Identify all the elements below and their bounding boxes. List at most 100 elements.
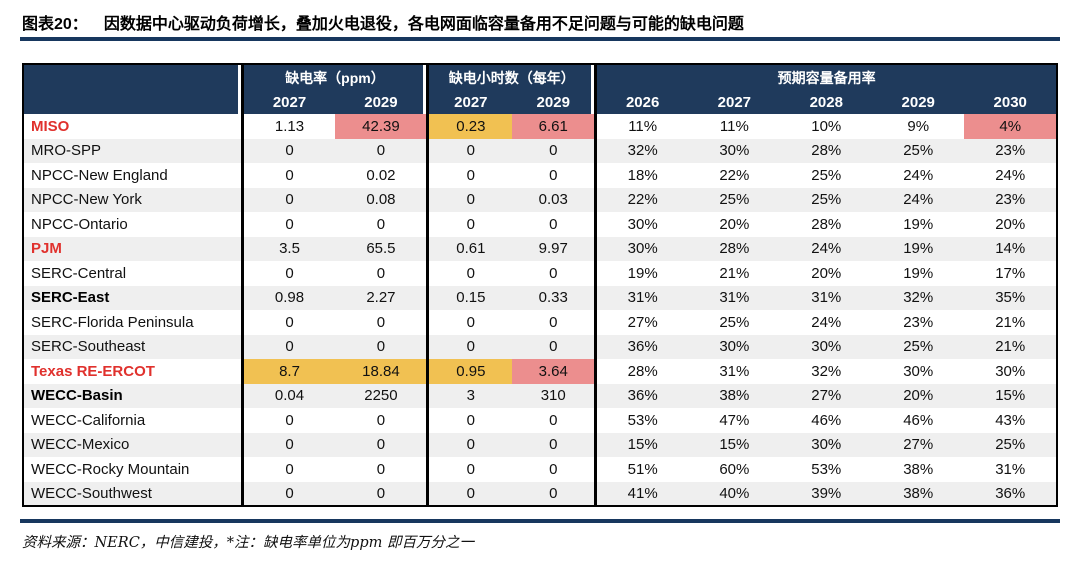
- value-cell: 0: [335, 261, 428, 286]
- value-cell: 31%: [594, 285, 689, 310]
- value-cell: 0: [240, 187, 336, 212]
- value-cell: 39%: [780, 481, 872, 506]
- value-cell: 28%: [688, 236, 781, 261]
- value-cell: 0.03: [512, 187, 596, 212]
- value-cell: 20%: [688, 212, 781, 237]
- value-cell: 11%: [688, 114, 781, 139]
- region-name: PJM: [23, 236, 243, 261]
- value-cell: 25%: [964, 432, 1057, 457]
- header-group-row: 缺电率（ppm） 缺电小时数（每年） 预期容量备用率: [23, 64, 1057, 114]
- value-cell: 0: [335, 408, 428, 433]
- value-cell: 17%: [964, 261, 1057, 286]
- value-cell: 46%: [871, 408, 965, 433]
- table-row: WECC-California 0 0 0 0 53% 47% 46% 46% 43%: [23, 408, 1057, 433]
- value-cell: 0: [240, 334, 336, 359]
- value-cell: 0: [426, 457, 513, 482]
- table-row: MRO-SPP 0 0 0 0 32% 30% 28% 25% 23%: [23, 138, 1057, 163]
- value-cell: 25%: [871, 334, 965, 359]
- value-cell: 0: [335, 457, 428, 482]
- value-cell: 0: [426, 310, 513, 335]
- value-cell: 27%: [871, 432, 965, 457]
- value-cell: 0: [512, 138, 596, 163]
- table-row: MISO 1.13 42.39 0.23 6.61 11% 11% 10% 9% 4%: [23, 114, 1057, 139]
- region-name: NPCC-New York: [23, 187, 243, 212]
- table-row: SERC-East 0.98 2.27 0.15 0.33 31% 31% 31% 32% 35%: [23, 285, 1057, 310]
- value-cell: 0: [512, 432, 596, 457]
- region-name: SERC-Southeast: [23, 334, 243, 359]
- table-row: Texas RE-ERCOT 8.7 18.84 0.95 3.64 28% 31% 32% 3…: [23, 359, 1057, 384]
- value-cell: 24%: [780, 236, 872, 261]
- value-cell: 24%: [871, 163, 965, 188]
- figure-caption: 因数据中心驱动负荷增长，叠加火电退役，各电网面临容量备用不足问题与可能的缺电问题: [103, 16, 744, 33]
- year-header: 2027: [688, 90, 781, 114]
- value-cell: 0.04: [240, 383, 336, 408]
- value-cell: 31%: [964, 457, 1057, 482]
- value-cell: 0: [426, 163, 513, 188]
- value-cell: 27%: [594, 310, 689, 335]
- value-cell: 20%: [964, 212, 1057, 237]
- value-cell: 10%: [780, 114, 872, 139]
- value-cell: 23%: [964, 138, 1057, 163]
- value-cell: 0: [240, 163, 336, 188]
- table-row: WECC-Southwest 0 0 0 0 41% 40% 39% 38% 36%: [23, 481, 1057, 506]
- footer-divider: [20, 519, 1060, 523]
- value-cell: 310: [512, 383, 596, 408]
- value-cell: 21%: [688, 261, 781, 286]
- value-cell: 0.02: [335, 163, 428, 188]
- value-cell: 0: [426, 408, 513, 433]
- table-row: NPCC-New York 0 0.08 0 0.03 22% 25% 25% 24% 23%: [23, 187, 1057, 212]
- region-name: SERC-Florida Peninsula: [23, 310, 243, 335]
- value-cell: 0: [512, 310, 596, 335]
- value-cell: 0.15: [426, 285, 513, 310]
- value-cell: 36%: [594, 383, 689, 408]
- value-cell: 46%: [780, 408, 872, 433]
- header-year-row: 2027 2029 2027 2029 2026 2027 2028 2029 …: [23, 90, 1057, 114]
- region-name: SERC-East: [23, 285, 243, 310]
- value-cell: 32%: [871, 285, 965, 310]
- value-cell: 1.13: [240, 114, 336, 139]
- value-cell: 53%: [780, 457, 872, 482]
- table-row: NPCC-New England 0 0.02 0 0 18% 22% 25% 24% 24%: [23, 163, 1057, 188]
- year-header: 2029: [871, 90, 965, 114]
- value-cell: 25%: [780, 187, 872, 212]
- value-cell: 41%: [594, 481, 689, 506]
- value-cell: 0: [335, 432, 428, 457]
- value-cell: 0: [512, 163, 596, 188]
- value-cell: 53%: [594, 408, 689, 433]
- value-cell: 40%: [688, 481, 781, 506]
- value-cell: 30%: [871, 359, 965, 384]
- value-cell: 0: [335, 138, 428, 163]
- value-cell: 0: [426, 138, 513, 163]
- value-cell: 24%: [871, 187, 965, 212]
- value-cell: 32%: [780, 359, 872, 384]
- value-cell: 19%: [871, 261, 965, 286]
- group-header-shortfall-rate: 缺电率（ppm）: [240, 64, 428, 90]
- value-cell: 36%: [964, 481, 1057, 506]
- table-body: MISO 1.13 42.39 0.23 6.61 11% 11% 10% 9% 4% MRO-SP…: [23, 114, 1057, 506]
- region-column-header: [23, 64, 243, 114]
- year-header: 2030: [964, 90, 1057, 114]
- region-name: WECC-Mexico: [23, 432, 243, 457]
- year-header: 2028: [780, 90, 872, 114]
- year-header: 2027: [240, 90, 336, 114]
- region-name: SERC-Central: [23, 261, 243, 286]
- value-cell: 25%: [780, 163, 872, 188]
- value-cell: 0: [512, 481, 596, 506]
- year-header: 2026: [594, 90, 689, 114]
- year-header: 2027: [426, 90, 513, 114]
- value-cell: 36%: [594, 334, 689, 359]
- value-cell: 30%: [780, 334, 872, 359]
- value-cell: 30%: [688, 334, 781, 359]
- value-cell: 0: [240, 481, 336, 506]
- value-cell: 65.5: [335, 236, 428, 261]
- value-cell: 31%: [780, 285, 872, 310]
- table-row: WECC-Basin 0.04 2250 3 310 36% 38% 27% 20% 15%: [23, 383, 1057, 408]
- value-cell: 0: [512, 212, 596, 237]
- value-cell: 18.84: [335, 359, 428, 384]
- table-row: SERC-Southeast 0 0 0 0 36% 30% 30% 25% 21%: [23, 334, 1057, 359]
- value-cell: 42.39: [335, 114, 428, 139]
- value-cell: 0: [335, 310, 428, 335]
- value-cell: 25%: [688, 310, 781, 335]
- region-name: WECC-Basin: [23, 383, 243, 408]
- group-header-reserve-margin: 预期容量备用率: [594, 64, 1057, 90]
